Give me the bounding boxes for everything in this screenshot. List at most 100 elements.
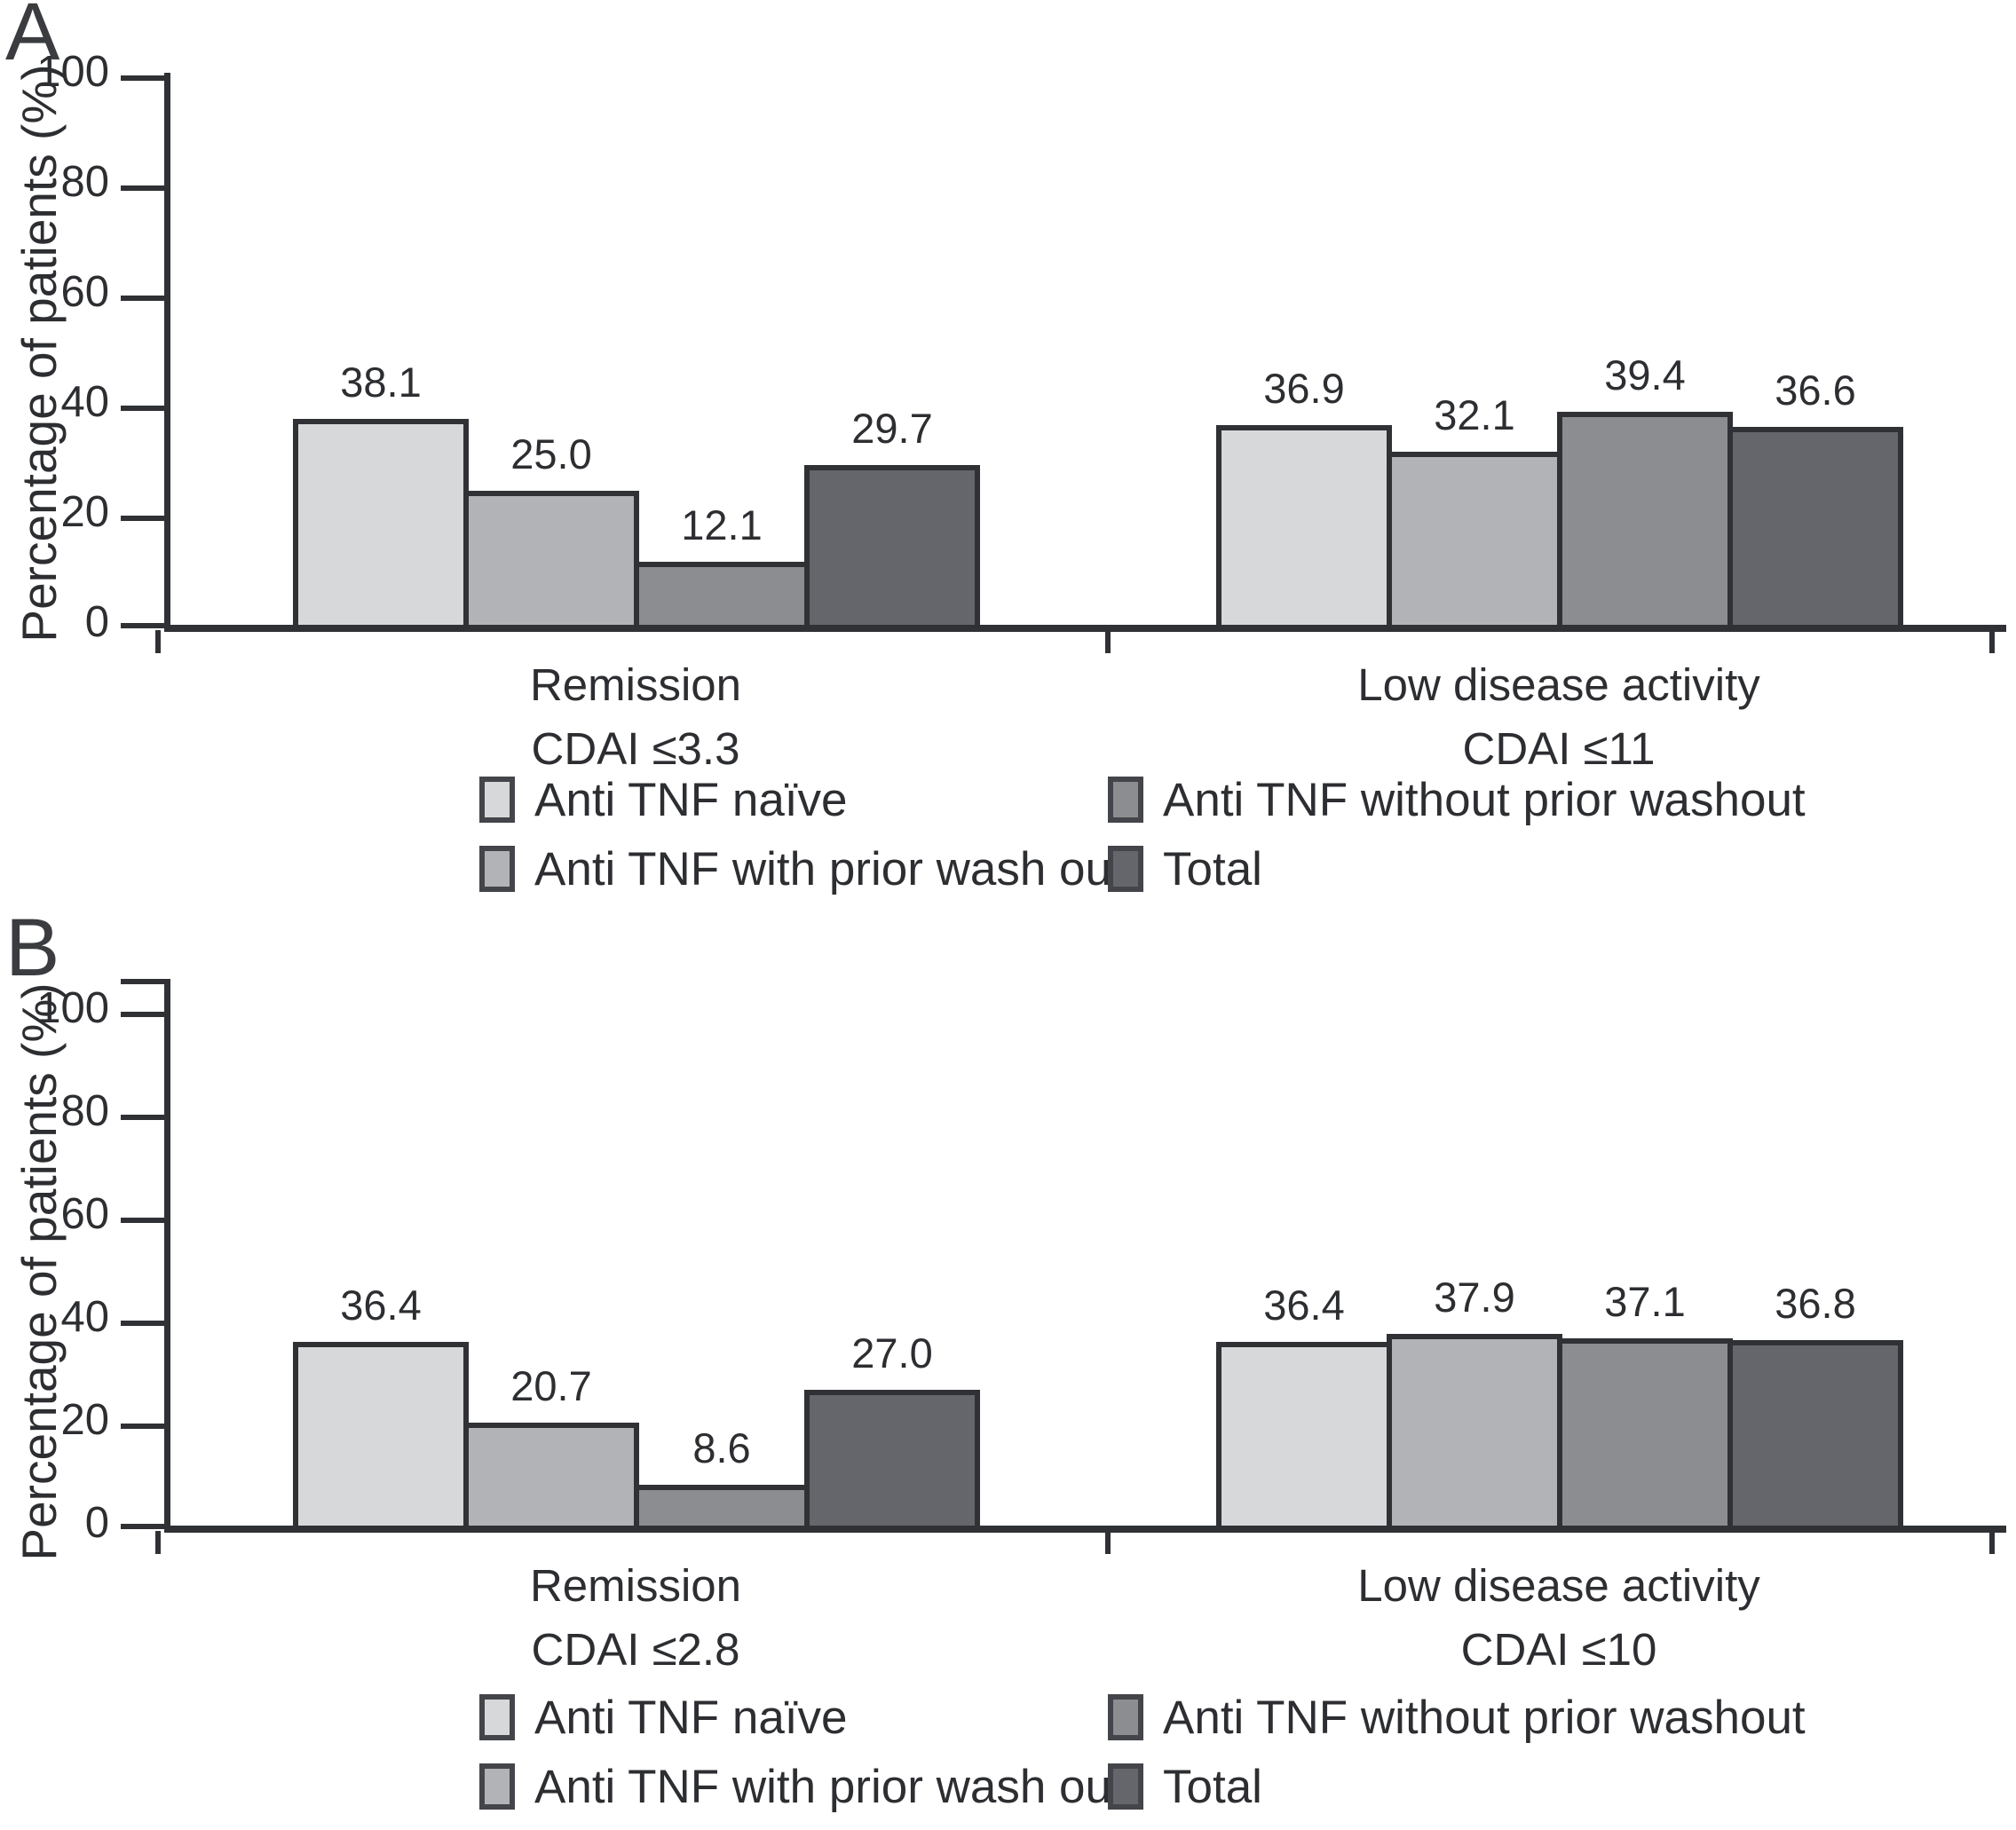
panel-a: A Percentage of patients (%) Remission C…	[5, 0, 2006, 912]
legend-swatch	[479, 1763, 515, 1810]
y-tick-label: 100	[36, 48, 109, 96]
plot-area: Remission CDAI ≤3.3 Low disease activity…	[36, 51, 2006, 774]
y-tick-label: 60	[60, 268, 109, 316]
legend-item: Anti TNF naïve	[479, 1692, 1125, 1743]
bar-value-label: 12.1	[681, 501, 763, 548]
y-axis-tick	[121, 623, 164, 628]
panel-letter: B	[5, 903, 60, 993]
legend-label: Anti TNF naïve	[534, 773, 848, 826]
bar-value-label: 37.9	[1434, 1274, 1515, 1321]
x-axis-tick	[155, 1531, 161, 1554]
bar-3-group-1	[634, 1485, 810, 1529]
legend-label: Anti TNF with prior wash out	[534, 842, 1125, 895]
y-axis-tick	[121, 1012, 164, 1017]
y-tick-label: 80	[60, 158, 109, 206]
bar-3-group-1	[634, 561, 810, 628]
legend-swatch	[479, 777, 515, 823]
category-label: Low disease activity CDAI ≤11	[1159, 653, 1958, 782]
legend-label: Anti TNF without prior washout	[1163, 1691, 1806, 1744]
y-tick-label: 0	[84, 1499, 109, 1547]
category-label-line2: CDAI ≤10	[1460, 1624, 1657, 1676]
y-axis-tick	[121, 516, 164, 521]
bar-value-label: 36.4	[1263, 1281, 1345, 1329]
bar-value-label: 32.1	[1434, 390, 1515, 438]
y-tick-label: 20	[60, 1396, 109, 1444]
y-axis-tick	[121, 406, 164, 411]
bar-value-label: 37.1	[1604, 1277, 1686, 1325]
legend-label: Total	[1163, 1760, 1262, 1813]
y-axis-tick	[121, 1321, 164, 1326]
y-axis-minor-tick	[121, 979, 164, 984]
y-axis-tick	[121, 1524, 164, 1529]
legend-item: Total	[1108, 1761, 1806, 1812]
category-label-line2: CDAI ≤3.3	[531, 723, 740, 775]
y-axis-tick	[121, 1115, 164, 1120]
x-axis-line	[164, 625, 2006, 632]
category-label-line1: Remission	[529, 659, 742, 710]
legend-item: Anti TNF without prior washout	[1108, 774, 1806, 825]
legend-item: Total	[1108, 843, 1806, 895]
bar-value-label: 36.4	[340, 1281, 422, 1329]
legend-label: Total	[1163, 842, 1262, 895]
category-label-line1: Remission	[529, 1560, 742, 1611]
bar-2-group-2	[1387, 451, 1562, 628]
legend-swatch	[1108, 1694, 1143, 1740]
bar-2-group-2	[1387, 1334, 1562, 1529]
category-label-line1: Low disease activity	[1357, 659, 1760, 710]
legend-item: Anti TNF naïve	[479, 774, 1125, 825]
y-axis-tick	[121, 1424, 164, 1429]
panel-letter: A	[5, 0, 60, 77]
y-tick-label: 20	[60, 488, 109, 536]
bar-4-group-2	[1727, 427, 1903, 628]
legend-swatch	[1108, 846, 1143, 892]
bar-4-group-1	[804, 1390, 980, 1529]
bar-value-label: 36.8	[1775, 1279, 1856, 1327]
bar-value-label: 20.7	[510, 1361, 592, 1409]
x-axis-tick	[1105, 630, 1111, 653]
x-axis-tick	[1989, 630, 1995, 653]
bar-1-group-2	[1216, 425, 1392, 628]
y-axis-line	[164, 73, 170, 628]
y-axis-tick	[121, 1218, 164, 1223]
legend-column: Anti TNF naïve Anti TNF with prior wash o…	[479, 1692, 1125, 1830]
y-axis-tick	[121, 75, 164, 81]
y-tick-label: 80	[60, 1087, 109, 1135]
plot-area: Remission CDAI ≤2.8 Low disease activity…	[36, 979, 2006, 1675]
category-label-line2: CDAI ≤11	[1462, 723, 1656, 775]
bar-3-group-2	[1557, 1337, 1733, 1529]
bar-value-label: 8.6	[692, 1424, 751, 1472]
legend-swatch	[479, 1694, 515, 1740]
bar-1-group-1	[293, 418, 469, 628]
category-label: Remission CDAI ≤2.8	[236, 1554, 1035, 1683]
x-axis-line	[164, 1526, 2006, 1533]
bar-4-group-2	[1727, 1339, 1903, 1529]
legend-label: Anti TNF naïve	[534, 1691, 848, 1744]
legend-item: Anti TNF with prior wash out	[479, 1761, 1125, 1812]
bar-1-group-1	[293, 1341, 469, 1529]
bar-4-group-1	[804, 464, 980, 628]
legend-label: Anti TNF with prior wash out	[534, 1760, 1125, 1813]
y-tick-label: 40	[60, 378, 109, 426]
bar-value-label: 39.4	[1604, 351, 1686, 398]
category-label: Remission CDAI ≤3.3	[236, 653, 1035, 782]
bar-value-label: 36.6	[1775, 367, 1856, 414]
y-axis-tick	[121, 185, 164, 191]
category-label-line2: CDAI ≤2.8	[531, 1624, 740, 1676]
bar-value-label: 29.7	[851, 404, 933, 452]
legend-column: Anti TNF naïve Anti TNF with prior wash o…	[479, 774, 1125, 912]
y-axis-title: Percentage of patients (%)	[12, 982, 67, 1561]
y-axis-line	[164, 979, 170, 1529]
panel-b: B Percentage of patients (%) Remission C…	[0, 905, 2016, 1815]
category-label-line1: Low disease activity	[1357, 1560, 1760, 1611]
x-axis-tick	[1989, 1531, 1995, 1554]
bar-value-label: 38.1	[340, 358, 422, 406]
y-tick-label: 60	[60, 1190, 109, 1238]
bar-2-group-1	[463, 491, 639, 628]
legend-swatch	[479, 846, 515, 892]
legend-label: Anti TNF without prior washout	[1163, 773, 1806, 826]
x-axis-tick	[1105, 1531, 1111, 1554]
bar-value-label: 25.0	[510, 430, 592, 477]
bar-3-group-2	[1557, 411, 1733, 628]
x-axis-tick	[155, 630, 161, 653]
bar-value-label: 27.0	[851, 1329, 933, 1377]
